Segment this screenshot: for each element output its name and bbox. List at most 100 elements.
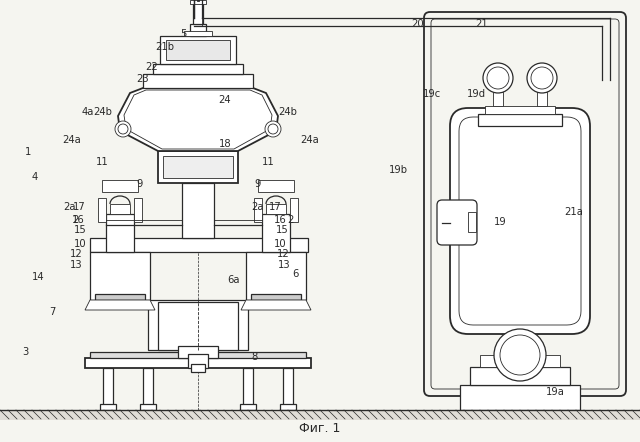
FancyBboxPatch shape [450, 108, 590, 334]
Bar [0, 410, 640, 420]
Text: 4: 4 [32, 172, 38, 182]
Bar [485, 106, 555, 114]
Bar [460, 385, 580, 410]
Text: 18: 18 [219, 139, 231, 149]
Text: Фиг. 1: Фиг. 1 [300, 422, 340, 434]
Text: 7: 7 [49, 307, 55, 317]
Bar [266, 204, 286, 214]
Bar [90, 238, 308, 252]
Text: 15: 15 [276, 225, 289, 235]
Bar [95, 294, 145, 300]
Text: 10: 10 [274, 239, 286, 249]
Bar [90, 352, 306, 358]
Text: 13: 13 [70, 260, 83, 270]
Circle shape [115, 121, 131, 137]
Text: 6: 6 [292, 269, 298, 279]
Text: 19c: 19c [423, 89, 441, 99]
Text: 6a: 6a [227, 275, 239, 285]
Polygon shape [241, 300, 311, 310]
Circle shape [118, 124, 128, 134]
Text: 15: 15 [74, 225, 86, 235]
Text: 11: 11 [262, 157, 275, 167]
Bar [478, 114, 562, 126]
Bar [110, 204, 130, 214]
Bar [158, 302, 238, 350]
Bar [470, 367, 570, 385]
Text: 24a: 24a [63, 135, 81, 145]
Circle shape [483, 63, 513, 93]
Bar [178, 346, 218, 358]
Bar [480, 355, 560, 367]
Bar [537, 92, 547, 106]
Bar [290, 198, 298, 222]
Bar [90, 252, 150, 300]
Bar [283, 368, 293, 410]
Bar [85, 358, 311, 368]
Bar [190, 0, 206, 4]
Polygon shape [118, 88, 278, 151]
Text: 22: 22 [146, 62, 158, 72]
Bar [106, 214, 134, 252]
Bar [134, 198, 142, 222]
Text: 2a: 2a [252, 202, 264, 212]
Circle shape [265, 121, 281, 137]
Bar [166, 40, 230, 60]
Bar [468, 212, 476, 232]
FancyBboxPatch shape [498, 314, 542, 334]
Text: 10: 10 [74, 239, 86, 249]
Text: 2: 2 [72, 215, 78, 225]
Circle shape [494, 329, 546, 381]
Text: 21: 21 [476, 19, 488, 29]
FancyBboxPatch shape [437, 200, 477, 245]
Text: 21a: 21a [564, 207, 584, 217]
Text: 3: 3 [22, 347, 28, 357]
Bar [193, 2, 203, 24]
Text: 12: 12 [70, 249, 83, 259]
Bar [251, 294, 301, 300]
Bar [102, 180, 138, 192]
Bar [190, 24, 206, 36]
Text: 24b: 24b [278, 107, 298, 117]
Bar [191, 364, 205, 372]
Circle shape [527, 63, 557, 93]
Bar [254, 198, 262, 222]
Bar [280, 404, 296, 410]
Text: 1: 1 [25, 147, 31, 157]
Text: 21b: 21b [156, 42, 175, 52]
Text: 24b: 24b [93, 107, 113, 117]
Bar [163, 156, 233, 178]
Bar [153, 64, 243, 74]
Circle shape [268, 124, 278, 134]
Text: 17: 17 [72, 202, 85, 212]
Text: 19b: 19b [388, 165, 408, 175]
Bar [243, 368, 253, 410]
Bar [103, 368, 113, 410]
Text: 5: 5 [180, 29, 186, 39]
Bar [98, 198, 106, 222]
Text: 12: 12 [276, 249, 289, 259]
Bar [188, 354, 208, 368]
Bar [143, 368, 153, 410]
Text: 2: 2 [287, 215, 293, 225]
Text: 23: 23 [137, 74, 149, 84]
Bar [258, 180, 294, 192]
Text: 24: 24 [219, 95, 231, 105]
Text: 16: 16 [72, 215, 84, 225]
Text: 9: 9 [137, 179, 143, 189]
Text: 2a: 2a [64, 202, 76, 212]
Bar [262, 214, 290, 252]
Circle shape [500, 335, 540, 375]
Text: 20: 20 [412, 19, 424, 29]
Bar [140, 404, 156, 410]
Text: 16: 16 [274, 215, 286, 225]
Circle shape [531, 67, 553, 89]
Bar [143, 74, 253, 88]
Bar [184, 31, 212, 36]
Bar [148, 300, 248, 350]
Bar [100, 404, 116, 410]
Bar [160, 36, 236, 64]
Text: 4a: 4a [82, 107, 94, 117]
Text: 19d: 19d [467, 89, 486, 99]
Text: 19: 19 [493, 217, 506, 227]
Text: 24a: 24a [301, 135, 319, 145]
